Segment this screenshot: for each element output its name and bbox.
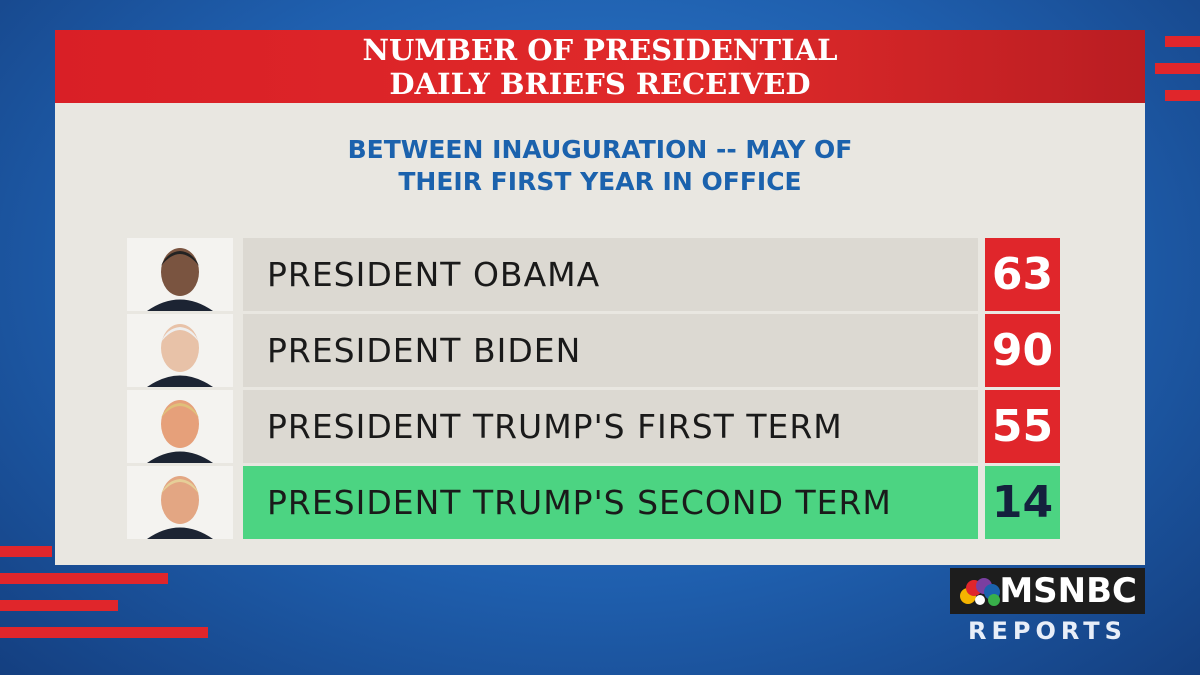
- panel: NUMBER OF PRESIDENTIAL DAILY BRIEFS RECE…: [55, 30, 1145, 565]
- portrait: [127, 390, 233, 463]
- row-label: PRESIDENT BIDEN: [243, 314, 978, 387]
- portrait-figure: [147, 248, 213, 311]
- stripe: [0, 627, 208, 638]
- subtitle-line: THEIR FIRST YEAR IN OFFICE: [398, 167, 802, 196]
- header: NUMBER OF PRESIDENTIAL DAILY BRIEFS RECE…: [55, 30, 1145, 103]
- portrait: [127, 466, 233, 539]
- stripe: [0, 546, 52, 557]
- portrait: [127, 238, 233, 311]
- row-value: 90: [985, 314, 1060, 387]
- portrait-figure: [147, 476, 213, 539]
- portrait-figure: [147, 400, 213, 463]
- row-value: 55: [985, 390, 1060, 463]
- portrait: [127, 314, 233, 387]
- title-line: DAILY BRIEFS RECEIVED: [389, 67, 811, 101]
- title-line: NUMBER OF PRESIDENTIAL: [362, 33, 838, 67]
- portrait-figure: [147, 324, 213, 387]
- subtitle: BETWEEN INAUGURATION -- MAY OF THEIR FIR…: [55, 134, 1145, 198]
- stripe: [0, 573, 168, 584]
- stripe: [1165, 36, 1200, 47]
- row-label: PRESIDENT TRUMP'S SECOND TERM: [243, 466, 978, 539]
- stripe: [1155, 63, 1200, 74]
- row-label: PRESIDENT TRUMP'S FIRST TERM: [243, 390, 978, 463]
- peacock-icon: [960, 578, 1000, 606]
- row-value: 14: [985, 466, 1060, 539]
- row-value: 63: [985, 238, 1060, 311]
- stripe: [0, 600, 118, 611]
- stripe: [1165, 90, 1200, 101]
- subtitle-line: BETWEEN INAUGURATION -- MAY OF: [347, 135, 853, 164]
- brand: MSNBC: [999, 571, 1137, 611]
- row-label: PRESIDENT OBAMA: [243, 238, 978, 311]
- show-name: REPORTS: [968, 617, 1127, 645]
- logo: MSNBC: [950, 568, 1145, 614]
